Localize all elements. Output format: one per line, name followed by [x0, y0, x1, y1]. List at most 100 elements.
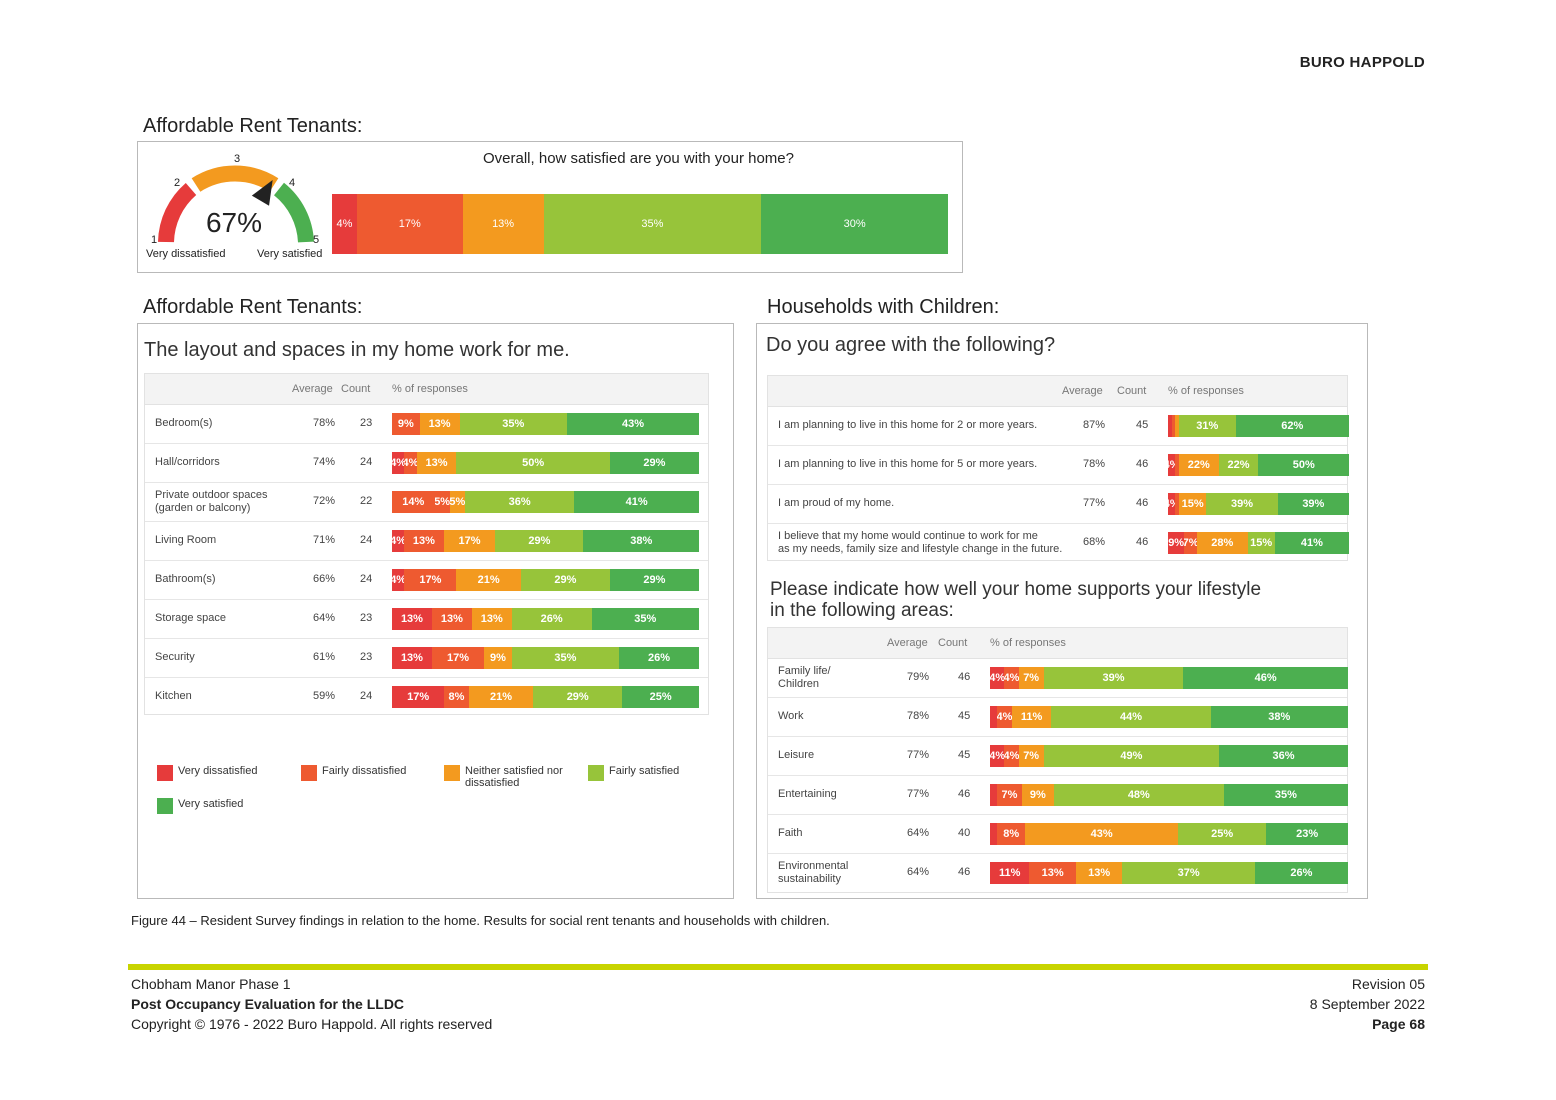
- row-label: Bathroom(s): [155, 573, 216, 585]
- col-responses: % of responses: [990, 637, 1066, 649]
- bar-segment: 35%: [1223, 784, 1348, 806]
- stacked-bar: 31% 62%: [1168, 415, 1349, 437]
- bar-segment: [1175, 493, 1179, 515]
- bar-segment: 17%: [443, 530, 496, 552]
- layout-rows: Bedroom(s) 78% 23 9% 13% 35% 43% Hall/corridors…: [145, 405, 708, 716]
- footer-date: 8 September 2022: [1309, 996, 1425, 1012]
- gauge-right-label: Very satisfied: [257, 248, 322, 260]
- legend-swatch: [588, 765, 604, 781]
- bar-segment: 31%: [1178, 415, 1236, 437]
- bar-segment: 49%: [1043, 745, 1220, 767]
- row-label: Private outdoor spaces (garden or balcon…: [155, 489, 268, 514]
- stacked-bar: 4%22%22%50%: [1168, 454, 1349, 476]
- row-count: 24: [360, 690, 373, 702]
- table-row: Family life/ Children 79% 46 4% 4% 7% 39% 46%: [768, 659, 1348, 698]
- layout-question: The layout and spaces in my home work fo…: [144, 339, 570, 361]
- row-count: 40: [958, 827, 971, 839]
- bar-segment: 5%: [434, 491, 450, 513]
- footer-report: Post Occupancy Evaluation for the LLDC: [131, 996, 405, 1012]
- overall-panel: 1 2 3 4 5 67% Very dissatisfied Very sat…: [137, 141, 963, 273]
- table-row: I am proud of my home.77%464%15%39%39%: [768, 485, 1349, 524]
- bar-segment: 15%: [1247, 532, 1275, 554]
- bar-segment: [1168, 415, 1172, 437]
- stacked-bar: 13% 13% 13% 26% 35%: [392, 608, 699, 630]
- lifestyle-question: Please indicate how well your home suppo…: [770, 579, 1262, 621]
- row-label: Hall/corridors: [155, 456, 220, 468]
- table-row: I believe that my home would continue to…: [768, 524, 1349, 562]
- bar-segment: 35%: [511, 647, 620, 669]
- legend-swatch: [301, 765, 317, 781]
- table-row: Private outdoor spaces (garden or balcon…: [145, 483, 708, 522]
- bar-segment: 13%: [431, 608, 472, 630]
- row-label: I believe that my home would continue to…: [778, 530, 1063, 555]
- bar-segment: 13%: [471, 608, 512, 630]
- lifestyle-rows: Family life/ Children 79% 46 4% 4% 7% 39% 46% Wo…: [768, 659, 1348, 892]
- legend-neither: Neither satisfied nor dissatisfied: [444, 765, 563, 789]
- bar-segment: 30%: [761, 194, 948, 254]
- bar-segment: 17%: [404, 569, 457, 591]
- row-count: 23: [360, 651, 373, 663]
- row-average: 77%: [907, 749, 930, 761]
- legend-swatch: [157, 765, 173, 781]
- bar-segment: 4%: [997, 706, 1012, 728]
- gauge-tick-5: 5: [313, 234, 319, 246]
- stacked-bar: 14% 5% 5% 36% 41%: [392, 491, 699, 513]
- bar-segment: 4%: [404, 452, 417, 474]
- bar-segment: 26%: [619, 647, 699, 669]
- bar-segment: 13%: [419, 413, 460, 435]
- gauge-tick-3: 3: [234, 153, 240, 165]
- row-average: 78%: [1083, 458, 1106, 470]
- bar-segment: 46%: [1183, 667, 1348, 689]
- bar-segment: 7%: [1018, 667, 1044, 689]
- bar-segment: 13%: [1075, 862, 1123, 884]
- row-average: 87%: [1083, 419, 1106, 431]
- row-average: 61%: [313, 651, 336, 663]
- bar-segment: 9%: [1021, 784, 1054, 806]
- row-count: 46: [958, 788, 971, 800]
- bar-segment: 50%: [456, 452, 610, 474]
- row-label: Entertaining: [778, 788, 837, 800]
- row-label: I am planning to live in this home for 2…: [778, 419, 1038, 431]
- gauge-arc-high: [273, 182, 314, 243]
- row-label: Family life/ Children: [778, 665, 831, 690]
- bar-segment: 26%: [1254, 862, 1348, 884]
- row-average: 71%: [313, 534, 336, 546]
- legend-fairly-dissatisfied: Fairly dissatisfied: [301, 765, 406, 781]
- bar-segment: 7%: [997, 784, 1022, 806]
- table-row: Entertaining 77% 46 7% 9% 48% 35%: [768, 776, 1348, 815]
- bar-segment: 17%: [356, 194, 463, 254]
- bar-segment: 35%: [459, 413, 567, 435]
- layout-section-title: Affordable Rent Tenants:: [143, 296, 363, 318]
- bar-segment: 48%: [1053, 784, 1224, 806]
- row-count: 45: [1136, 419, 1149, 431]
- bar-segment: 13%: [404, 530, 444, 552]
- table-row: Living Room 71% 24 4%13%17%29%38%: [145, 522, 708, 561]
- bar-segment: 44%: [1051, 706, 1211, 728]
- bar-segment: [1175, 454, 1179, 476]
- table-row: I am planning to live in this home for 2…: [768, 407, 1349, 446]
- bar-segment: 4%: [392, 530, 405, 552]
- footer-revision: Revision 05: [1351, 976, 1425, 992]
- bar-segment: [990, 823, 998, 845]
- bar-segment: 17%: [392, 686, 445, 708]
- col-average: Average: [1062, 385, 1103, 397]
- stacked-bar: 13% 17% 9% 35% 26%: [392, 647, 699, 669]
- figure-caption: Figure 44 – Resident Survey findings in …: [131, 913, 830, 928]
- gauge-arc-low: [158, 182, 197, 243]
- bar-segment: 9%: [392, 413, 420, 435]
- col-responses: % of responses: [1168, 385, 1244, 397]
- bar-segment: 26%: [511, 608, 592, 630]
- bar-segment: 38%: [583, 530, 699, 552]
- bar-segment: 13%: [392, 608, 432, 630]
- bar-segment: 9%: [1168, 532, 1185, 554]
- bar-segment: 13%: [462, 194, 544, 254]
- gauge-tick-1: 1: [151, 234, 157, 246]
- row-count: 23: [360, 612, 373, 624]
- row-label: Security: [155, 651, 195, 663]
- bar-segment: 14%: [392, 491, 435, 513]
- bar-segment: 13%: [416, 452, 457, 474]
- row-average: 74%: [313, 456, 336, 468]
- legend-swatch: [157, 798, 173, 814]
- bar-segment: 37%: [1122, 862, 1255, 884]
- bar-segment: 9%: [484, 647, 512, 669]
